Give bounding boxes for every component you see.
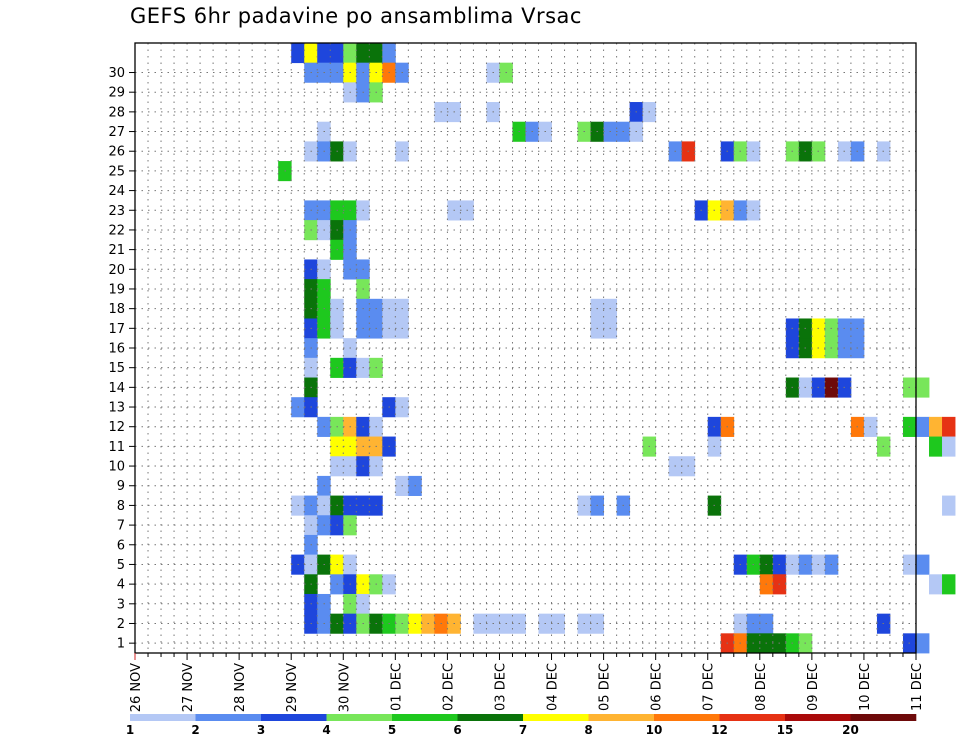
y-tick-label: 2 (117, 617, 125, 632)
y-tick-label: 16 (108, 342, 125, 357)
legend-swatch (195, 714, 262, 721)
legend-label: 8 (584, 723, 592, 737)
y-tick-label: 29 (108, 86, 125, 101)
y-tick-label: 19 (108, 282, 125, 297)
legend-label: 10 (646, 723, 663, 737)
heatmap-cell (942, 495, 956, 516)
y-tick-label: 30 (108, 66, 125, 81)
legend-label: 5 (388, 723, 396, 737)
y-tick-label: 5 (117, 558, 125, 573)
heatmap-cell (916, 416, 930, 437)
y-tick-label: 25 (108, 164, 125, 179)
x-tick-label: 28 NOV (233, 663, 248, 712)
y-tick-label: 1 (117, 637, 125, 652)
legend-label: 12 (711, 723, 728, 737)
y-tick-label: 9 (117, 479, 125, 494)
y-tick-label: 21 (108, 243, 125, 258)
legend-swatch (523, 714, 589, 721)
legend-swatch (261, 714, 327, 721)
heatmap-cell (330, 43, 344, 64)
x-tick-label: 06 DEC (650, 663, 665, 711)
x-tick-label: 27 NOV (181, 663, 196, 712)
legend-swatch (654, 714, 720, 721)
legend-swatch (719, 714, 786, 721)
y-tick-label: 6 (117, 538, 125, 553)
heatmap-cell (382, 43, 396, 64)
legend-swatch (130, 714, 196, 721)
chart-title: GEFS 6hr padavine po ansamblima Vrsac (130, 4, 582, 28)
legend-swatch (392, 714, 458, 721)
heatmap-cell (929, 416, 943, 437)
heatmap-cell (343, 43, 357, 64)
x-tick-label: 26 NOV (129, 663, 144, 712)
heatmap-cell (369, 43, 383, 64)
x-tick-label: 07 DEC (702, 663, 717, 711)
heatmap-cell (356, 43, 370, 64)
y-tick-label: 8 (117, 499, 125, 514)
heatmap-cell (304, 43, 318, 64)
x-tick-label: 05 DEC (598, 663, 613, 711)
y-tick-label: 13 (108, 401, 125, 416)
y-tick-label: 10 (108, 460, 125, 475)
legend-label: 20 (842, 723, 859, 737)
heatmap-cell (929, 574, 943, 595)
y-tick-label: 17 (108, 322, 125, 337)
legend-label: 15 (777, 723, 794, 737)
y-tick-label: 14 (108, 381, 125, 396)
heatmap-cell (942, 436, 956, 457)
legend-swatch (850, 714, 917, 721)
heatmap-cell (317, 43, 331, 64)
heatmap-cell (291, 43, 305, 64)
heatmap-cell (942, 574, 956, 595)
legend-label: 1 (126, 723, 134, 737)
x-tick-label: 09 DEC (806, 663, 821, 711)
y-tick-label: 3 (117, 597, 125, 612)
x-tick-label: 03 DEC (493, 663, 508, 711)
y-tick-label: 7 (117, 519, 125, 534)
y-tick-label: 22 (108, 223, 125, 238)
legend-swatch (785, 714, 851, 721)
x-tick-label: 08 DEC (754, 663, 769, 711)
y-tick-label: 15 (108, 361, 125, 376)
y-tick-label: 11 (108, 440, 125, 455)
x-tick-label: 02 DEC (441, 663, 456, 711)
heatmap-cell (916, 554, 930, 575)
y-tick-label: 18 (108, 302, 125, 317)
legend-swatch (326, 714, 393, 721)
x-tick-label: 11 DEC (910, 663, 925, 711)
x-tick-label: 01 DEC (389, 663, 404, 711)
legend-label: 6 (453, 723, 461, 737)
x-tick-label: 30 NOV (337, 663, 352, 712)
y-tick-label: 4 (117, 578, 125, 593)
legend-label: 4 (322, 723, 330, 737)
y-tick-label: 26 (108, 145, 125, 160)
legend-label: 7 (519, 723, 527, 737)
x-tick-label: 10 DEC (858, 663, 873, 711)
y-tick-label: 24 (108, 184, 125, 199)
legend-swatch (588, 714, 655, 721)
y-tick-label: 28 (108, 105, 125, 120)
legend-label: 2 (191, 723, 199, 737)
heatmap-cell (916, 377, 930, 398)
y-tick-label: 12 (108, 420, 125, 435)
x-tick-label: 29 NOV (285, 663, 300, 712)
x-tick-label: 04 DEC (546, 663, 561, 711)
heatmap-cell (916, 633, 930, 654)
legend-label: 3 (257, 723, 265, 737)
heatmap-cell (942, 416, 956, 437)
y-tick-label: 23 (108, 204, 125, 219)
heatmap-cell (929, 436, 943, 457)
y-tick-label: 20 (108, 263, 125, 278)
y-tick-label: 27 (108, 125, 125, 140)
legend-swatch (457, 714, 524, 721)
